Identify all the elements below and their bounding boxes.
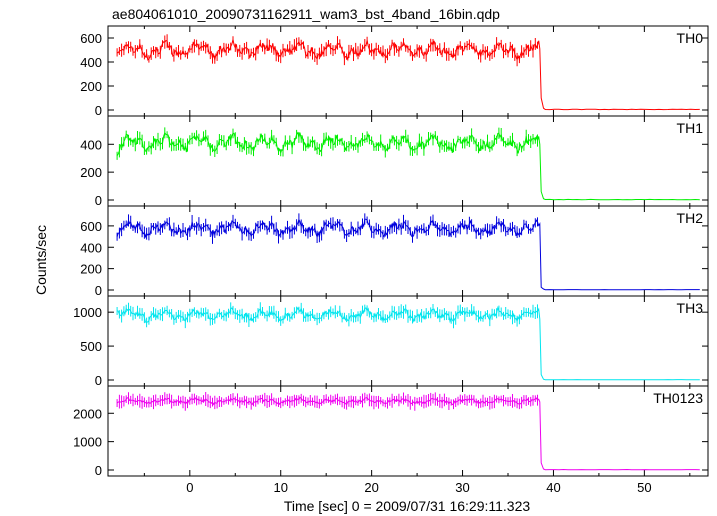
panel-label-th0123: TH0123 [653, 390, 703, 406]
ytick-label-th1-1: 200 [80, 165, 102, 180]
series-line-th3 [117, 305, 700, 381]
series-errorbars-th3 [116, 302, 538, 329]
chart-title: ae804061010_20090731162911_wam3_bst_4ban… [112, 6, 500, 22]
panel-frame-th0123 [107, 385, 709, 477]
xtick-label-3: 30 [455, 480, 469, 495]
series-line-th1 [116, 131, 700, 201]
ytick-label-th0-3: 600 [80, 31, 102, 46]
xtick-label-0: 0 [186, 480, 193, 495]
ytick-label-th0123-0: 0 [95, 463, 102, 478]
ytick-label-th0-1: 200 [80, 79, 102, 94]
panel-label-th1: TH1 [677, 120, 704, 136]
ytick-label-th0123-1: 1000 [73, 435, 102, 450]
panel-frame-th0 [107, 25, 709, 117]
panel-th2: 0 200 400 600 TH2 [80, 205, 709, 298]
panel-th0: 0 200 400 600 TH0 [80, 25, 709, 118]
xtick-label-1: 10 [273, 480, 287, 495]
panel-th0123: 0 1000 2000 TH0123 [73, 385, 709, 478]
ytick-label-th2-0: 0 [95, 283, 102, 298]
series-line-th2 [116, 218, 700, 291]
panel-label-th3: TH3 [677, 300, 704, 316]
xtick-label-2: 20 [364, 480, 378, 495]
ytick-label-th0-0: 0 [95, 103, 102, 118]
panel-label-th2: TH2 [677, 210, 704, 226]
ytick-label-th2-3: 600 [80, 219, 102, 234]
ytick-label-th1-2: 400 [80, 137, 102, 152]
series-line-th0123 [116, 396, 700, 471]
panel-frame-th2 [107, 205, 709, 297]
series-line-th0 [116, 39, 700, 111]
ytick-label-th2-2: 400 [80, 240, 102, 255]
xtick-label-5: 50 [637, 480, 651, 495]
panel-frame-th3 [107, 295, 709, 387]
ytick-label-th2-1: 200 [80, 262, 102, 277]
panel-th3: 0 500 1000 TH3 [73, 295, 709, 388]
panel-label-th0: TH0 [677, 30, 704, 46]
ytick-label-th1-0: 0 [95, 193, 102, 208]
ytick-label-th0-2: 400 [80, 55, 102, 70]
xtick-label-4: 40 [546, 480, 560, 495]
ytick-label-th0123-2: 2000 [73, 406, 102, 421]
ytick-label-th3-0: 0 [95, 373, 102, 388]
ytick-label-th3-1: 500 [80, 339, 102, 354]
panel-frame-th1 [107, 115, 709, 207]
y-axis-label: Counts/sec [33, 225, 49, 295]
x-axis-label: Time [sec] 0 = 2009/07/31 16:29:11.323 [284, 498, 531, 514]
ytick-label-th3-2: 1000 [73, 305, 102, 320]
panel-th1: 0 200 400 TH1 [80, 115, 709, 208]
